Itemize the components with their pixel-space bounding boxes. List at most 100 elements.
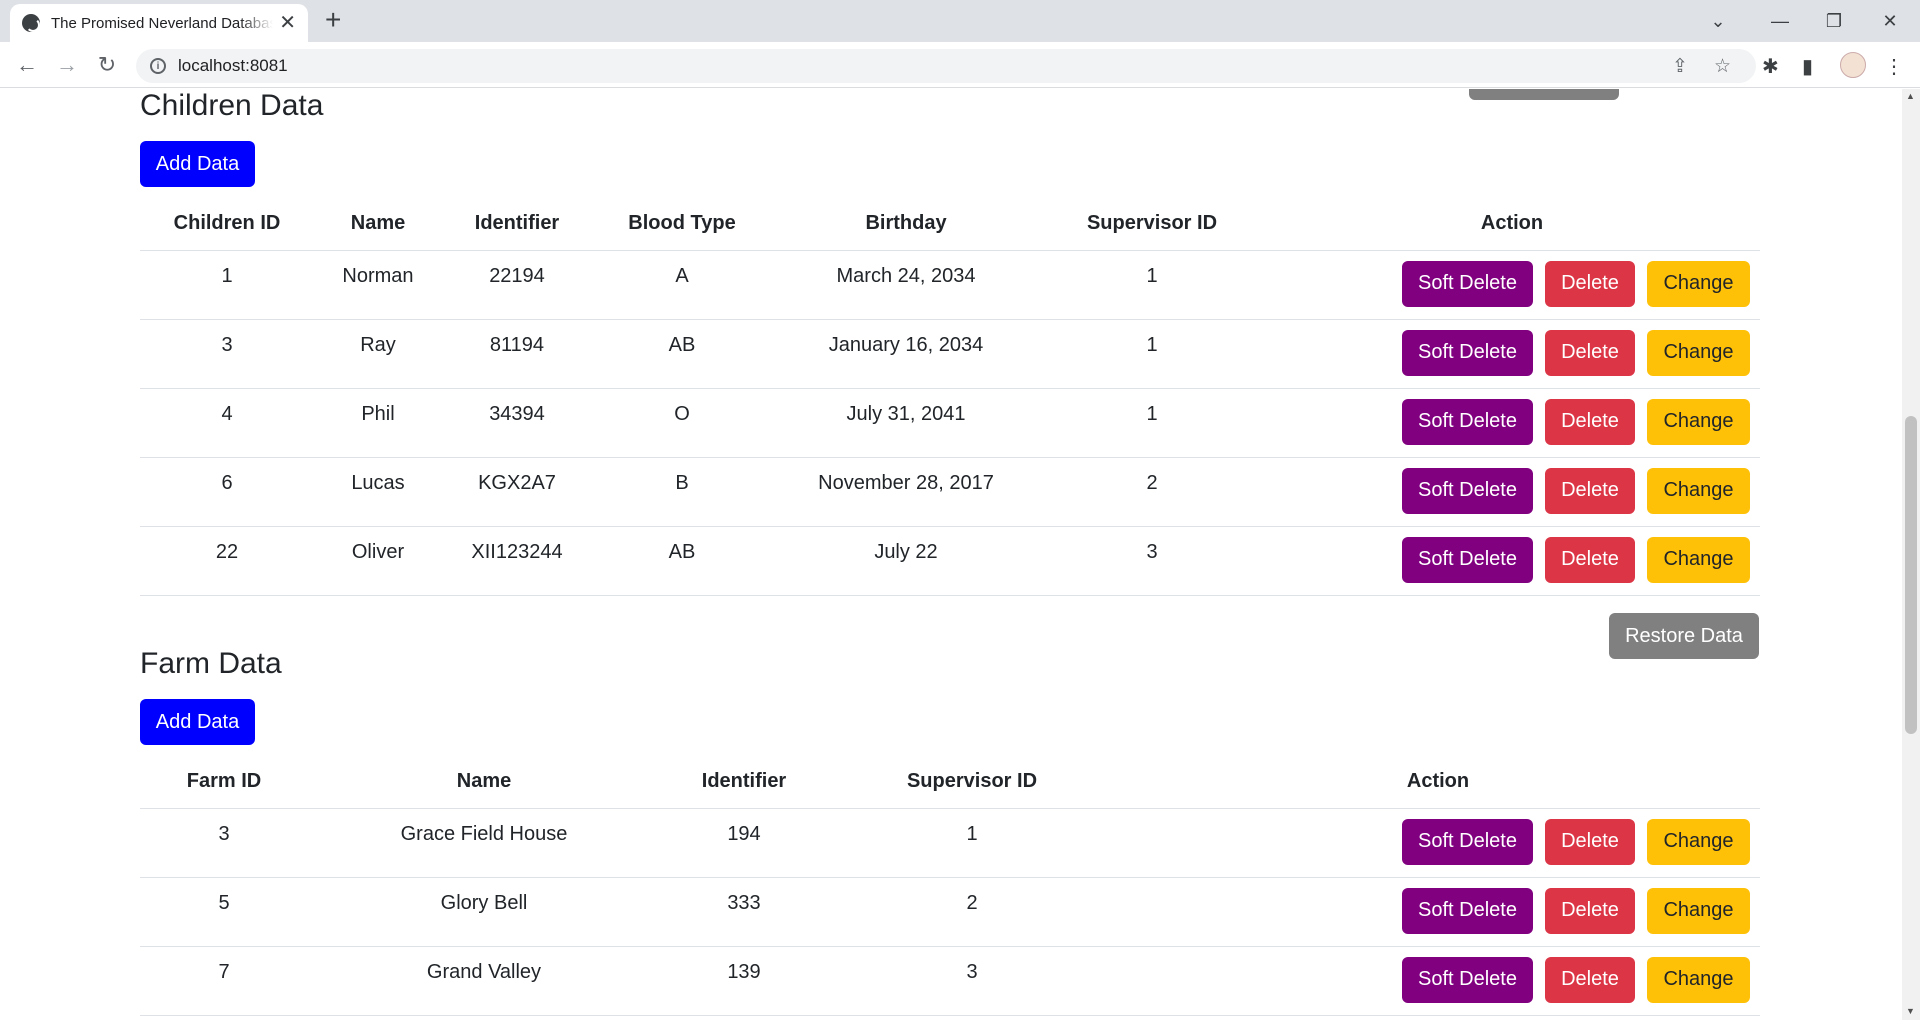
delete-button[interactable]: Delete (1545, 398, 1635, 445)
cell-blood-type: B (592, 457, 772, 527)
soft-delete-button[interactable]: Soft Delete (1402, 956, 1533, 1003)
cell-identifier: 194 (660, 808, 828, 878)
table-row: 7 Grand Valley 139 3 Soft Delete Delete Ch… (140, 946, 1760, 1016)
cell-actions: Soft Delete Delete Change (1264, 319, 1760, 389)
delete-button[interactable]: Delete (1545, 467, 1635, 514)
col-action: Action (1264, 197, 1760, 251)
page-scrollbar[interactable]: ▲ ▼ (1902, 89, 1920, 1020)
cell-id: 4 (140, 388, 314, 458)
children-add-button[interactable]: Add Data (140, 141, 255, 187)
new-tab-icon[interactable]: + (325, 4, 342, 35)
delete-button[interactable]: Delete (1545, 818, 1635, 865)
page-viewport: Children Data Add Data Children ID Name … (0, 89, 1902, 1020)
delete-button[interactable]: Delete (1545, 329, 1635, 376)
soft-delete-button[interactable]: Soft Delete (1402, 536, 1533, 583)
cell-actions: Soft Delete Delete Change (1264, 526, 1760, 596)
profile-avatar[interactable] (1840, 52, 1866, 78)
cell-id: 6 (140, 457, 314, 527)
share-icon[interactable]: ⇪ (1672, 56, 1688, 77)
site-info-icon[interactable]: i (150, 58, 166, 74)
soft-delete-button[interactable]: Soft Delete (1402, 887, 1533, 934)
reload-icon[interactable]: ↻ (97, 52, 117, 77)
side-panel-icon[interactable]: ▮ (1802, 56, 1814, 78)
soft-delete-button[interactable]: Soft Delete (1402, 467, 1533, 514)
cell-identifier: 34394 (442, 388, 592, 458)
scroll-up-icon[interactable]: ▲ (1906, 91, 1915, 101)
restore-button-top[interactable] (1469, 89, 1619, 100)
farm-add-button[interactable]: Add Data (140, 699, 255, 745)
cell-blood-type: AB (592, 319, 772, 389)
back-icon[interactable]: ← (16, 52, 38, 77)
cell-birthday: July 22 (772, 526, 1040, 596)
tab-strip: The Promised Neverland Database ✕ + ⌄ — … (0, 0, 1920, 42)
scroll-down-icon[interactable]: ▼ (1906, 1006, 1915, 1016)
cell-supervisor-id: 1 (1040, 319, 1264, 389)
scrollbar-thumb[interactable] (1905, 416, 1917, 734)
soft-delete-button[interactable]: Soft Delete (1402, 329, 1533, 376)
soft-delete-button[interactable]: Soft Delete (1402, 818, 1533, 865)
col-birthday: Birthday (772, 197, 1040, 251)
change-button[interactable]: Change (1647, 887, 1750, 934)
change-button[interactable]: Change (1647, 467, 1750, 514)
farm-table: Farm ID Name Identifier Supervisor ID Ac… (140, 755, 1760, 1016)
change-button[interactable]: Change (1647, 260, 1750, 307)
delete-button[interactable]: Delete (1545, 887, 1635, 934)
col-children-id: Children ID (140, 197, 314, 251)
browser-tab[interactable]: The Promised Neverland Database ✕ (10, 4, 308, 42)
cell-actions: Soft Delete Delete Change (1264, 388, 1760, 458)
close-window-icon[interactable]: ✕ (1882, 10, 1898, 31)
cell-identifier: 22194 (442, 250, 592, 320)
cell-id: 1 (140, 250, 314, 320)
delete-button[interactable]: Delete (1545, 956, 1635, 1003)
cell-birthday: July 31, 2041 (772, 388, 1040, 458)
forward-icon[interactable]: → (56, 52, 78, 77)
close-tab-icon[interactable]: ✕ (279, 12, 296, 34)
change-button[interactable]: Change (1647, 956, 1750, 1003)
tab-title: The Promised Neverland Database (51, 14, 274, 32)
cell-identifier: KGX2A7 (442, 457, 592, 527)
cell-actions: Soft Delete Delete Change (1264, 457, 1760, 527)
soft-delete-button[interactable]: Soft Delete (1402, 260, 1533, 307)
delete-button[interactable]: Delete (1545, 536, 1635, 583)
restore-window-icon[interactable]: ❐ (1825, 10, 1843, 31)
menu-icon[interactable]: ⋮ (1884, 56, 1904, 78)
cell-id: 7 (140, 946, 308, 1016)
cell-actions: Soft Delete Delete Change (1264, 250, 1760, 320)
cell-supervisor-id: 3 (1040, 526, 1264, 596)
bookmark-star-icon[interactable]: ☆ (1714, 56, 1732, 77)
cell-supervisor-id: 2 (1040, 457, 1264, 527)
cell-id: 3 (140, 319, 314, 389)
cell-name: Oliver (314, 526, 442, 596)
tab-search-icon[interactable]: ⌄ (1710, 10, 1726, 31)
change-button[interactable]: Change (1647, 329, 1750, 376)
cell-name: Norman (314, 250, 442, 320)
cell-actions: Soft Delete Delete Change (1116, 877, 1760, 947)
table-row: 1 Norman 22194 A March 24, 2034 1 Soft D… (140, 250, 1760, 320)
minimize-icon[interactable]: — (1771, 10, 1789, 31)
soft-delete-button[interactable]: Soft Delete (1402, 398, 1533, 445)
globe-icon (22, 14, 40, 32)
cell-name: Glory Bell (308, 877, 660, 947)
children-table: Children ID Name Identifier Blood Type B… (140, 197, 1760, 596)
change-button[interactable]: Change (1647, 818, 1750, 865)
extensions-icon[interactable]: ✱ (1762, 56, 1779, 78)
cell-blood-type: A (592, 250, 772, 320)
cell-identifier: XII123244 (442, 526, 592, 596)
cell-name: Ray (314, 319, 442, 389)
table-row: 6 Lucas KGX2A7 B November 28, 2017 2 Sof… (140, 457, 1760, 527)
address-bar[interactable]: i localhost:8081 ⇪ ☆ (136, 49, 1756, 83)
browser-toolbar: ← → ↻ i localhost:8081 ⇪ ☆ ✱ ▮ ⋮ (0, 42, 1920, 88)
cell-name: Phil (314, 388, 442, 458)
col-identifier: Identifier (660, 755, 828, 809)
change-button[interactable]: Change (1647, 536, 1750, 583)
col-supervisor-id: Supervisor ID (828, 755, 1116, 809)
col-identifier: Identifier (442, 197, 592, 251)
cell-id: 3 (140, 808, 308, 878)
cell-id: 22 (140, 526, 314, 596)
restore-data-button[interactable]: Restore Data (1609, 613, 1759, 659)
cell-actions: Soft Delete Delete Change (1116, 808, 1760, 878)
change-button[interactable]: Change (1647, 398, 1750, 445)
cell-actions: Soft Delete Delete Change (1116, 946, 1760, 1016)
cell-name: Grand Valley (308, 946, 660, 1016)
delete-button[interactable]: Delete (1545, 260, 1635, 307)
